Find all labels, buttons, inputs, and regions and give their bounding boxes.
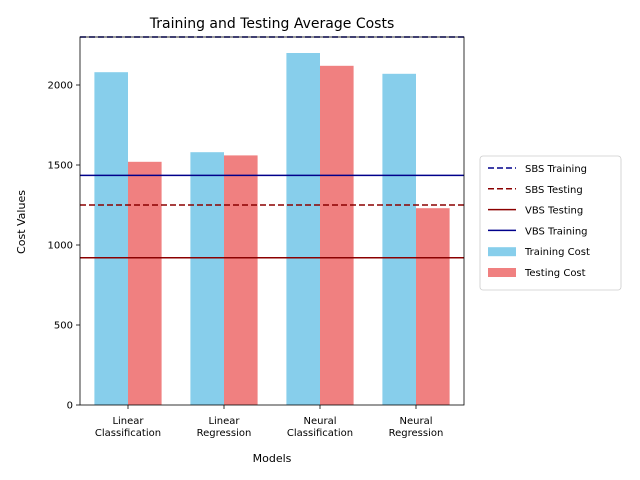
chart-title: Training and Testing Average Costs <box>149 16 395 32</box>
x-tick-label: Classification <box>287 428 353 439</box>
x-tick-label: Neural <box>400 416 433 427</box>
legend-label: Training Cost <box>524 247 590 258</box>
y-tick-label: 0 <box>67 401 73 412</box>
y-tick-label: 1000 <box>48 241 73 252</box>
legend-label: VBS Training <box>525 226 588 237</box>
plot-frame <box>79 36 465 406</box>
x-tick-label: Neural <box>304 416 337 427</box>
bar-training-2 <box>286 53 320 405</box>
legend-label: SBS Testing <box>525 185 583 196</box>
legend-swatch-training-cost <box>488 247 516 257</box>
x-tick-label: Classification <box>95 428 161 439</box>
y-tick-label: 1500 <box>48 161 73 172</box>
x-tick-label: Regression <box>389 428 444 439</box>
bar-training-3 <box>382 73 416 406</box>
bar-testing-2 <box>320 65 354 406</box>
bar-training-1 <box>190 152 224 405</box>
legend-label: VBS Testing <box>525 206 583 217</box>
legend-label: SBS Training <box>525 164 587 175</box>
x-tick-label: Linear <box>208 416 240 427</box>
bar-testing-1 <box>224 155 258 405</box>
legend-label: Testing Cost <box>524 268 586 279</box>
bar-testing-3 <box>416 208 450 405</box>
bar-testing-0 <box>128 161 162 405</box>
x-tick-label: Linear <box>112 416 144 427</box>
bar-training-0 <box>94 72 128 405</box>
x-axis-label: Models <box>253 452 292 465</box>
legend: SBS Training SBS Testing VBS Testing VBS Tr… <box>479 155 622 291</box>
legend-swatch-testing-cost <box>488 268 516 277</box>
y-tick-label: 500 <box>54 321 73 332</box>
y-axis-label: Cost Values <box>15 190 28 254</box>
plot-area: 0500100015002000LinearClassificationLine… <box>48 36 465 439</box>
y-tick-label: 2000 <box>48 81 73 92</box>
x-tick-label: Regression <box>197 428 252 439</box>
